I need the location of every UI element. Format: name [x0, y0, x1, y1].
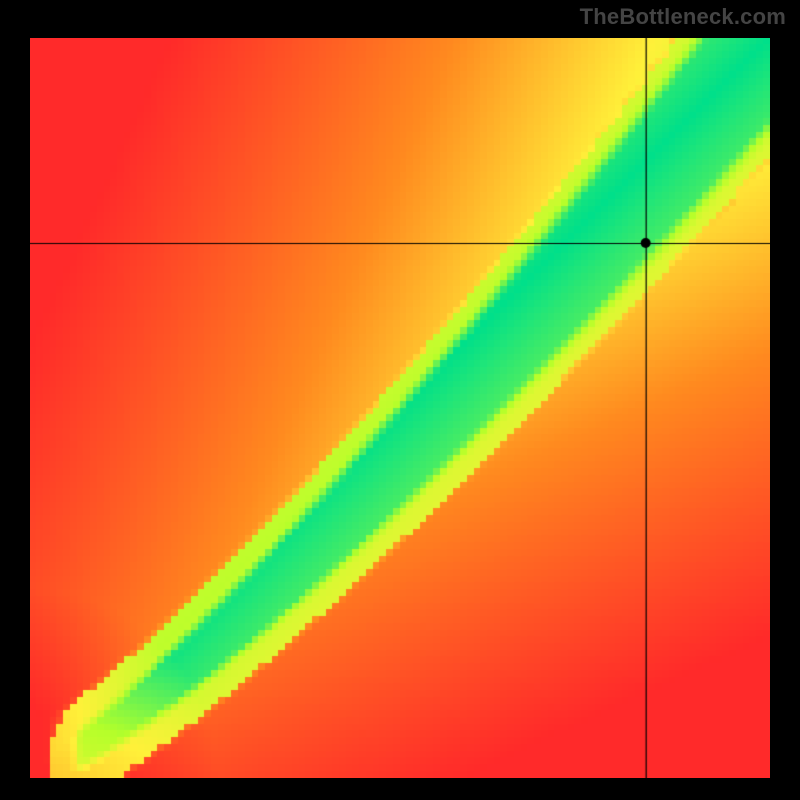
- figure-stage: TheBottleneck.com: [0, 0, 800, 800]
- watermark-credit: TheBottleneck.com: [580, 4, 786, 30]
- bottleneck-heatmap: [30, 38, 770, 778]
